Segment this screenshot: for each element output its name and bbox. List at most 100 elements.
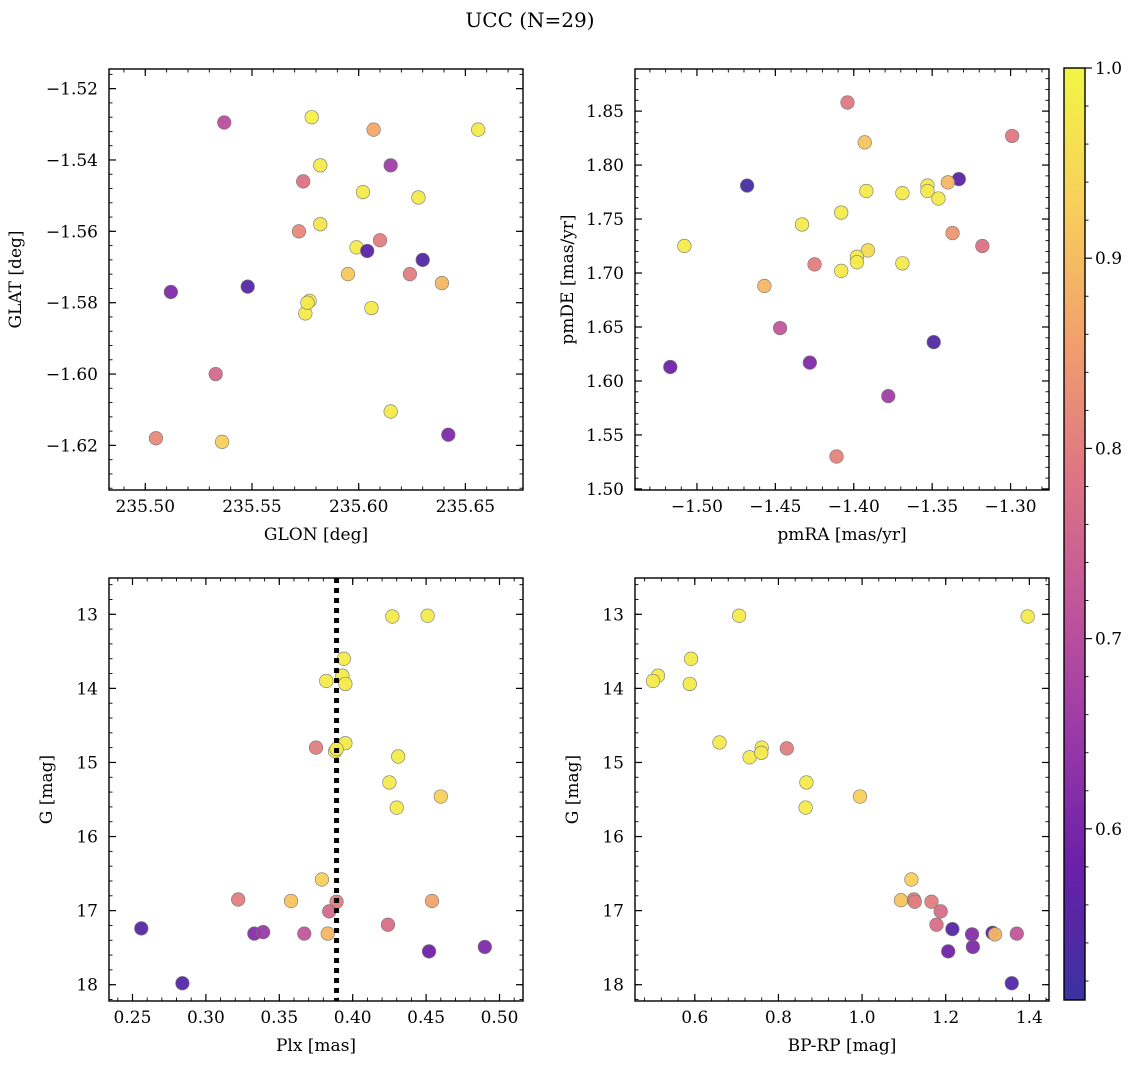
- data-point: [320, 926, 335, 941]
- data-point: [433, 789, 448, 804]
- x-axis-label: GLON [deg]: [264, 525, 368, 545]
- data-point: [834, 205, 849, 220]
- data-point: [929, 917, 944, 932]
- data-point: [322, 904, 337, 919]
- colorbar: 0.6 0.7 0.8 0.9 1.0: [1063, 59, 1122, 1001]
- y-tick-label: −1.54: [46, 151, 98, 171]
- colorbar-frame: [1063, 67, 1086, 1001]
- data-point: [411, 190, 426, 205]
- y-tick-label: −1.58: [46, 294, 98, 314]
- data-point: [926, 335, 941, 350]
- data-point: [300, 295, 315, 310]
- data-point: [895, 186, 910, 201]
- data-point: [415, 252, 430, 267]
- data-point: [477, 939, 492, 955]
- points: [134, 608, 492, 991]
- data-point: [217, 115, 232, 130]
- y-tick-label: 13: [76, 605, 98, 625]
- x-tick-label: 1.4: [1016, 1008, 1043, 1028]
- data-point: [807, 257, 822, 272]
- data-point: [712, 735, 727, 750]
- data-point: [215, 434, 230, 449]
- y-tick-label: 17: [602, 902, 624, 922]
- data-point: [964, 927, 980, 942]
- data-point: [757, 278, 772, 294]
- x-tick-label: 0.35: [260, 1008, 298, 1028]
- points: [148, 110, 486, 449]
- data-point: [313, 158, 328, 173]
- data-point: [663, 359, 678, 375]
- points: [645, 608, 1035, 991]
- x-tick-label: 0.45: [407, 1008, 445, 1028]
- data-point: [987, 927, 1003, 942]
- x-axis-label: Plx [mas]: [276, 1036, 356, 1056]
- data-point: [849, 255, 864, 270]
- data-point: [336, 651, 351, 666]
- axes-frame: [634, 68, 1050, 491]
- y-tick-label: −1.60: [46, 365, 98, 385]
- data-point: [291, 224, 307, 239]
- panel-plx-g: 0.25 0.30 0.35 0.40 0.45 0.50 13 14 15 16 17 18 Plx …: [37, 577, 524, 1056]
- y-tick-label: 1.75: [586, 210, 624, 230]
- data-point: [364, 300, 379, 316]
- data-point: [338, 676, 353, 692]
- data-point: [383, 404, 398, 419]
- data-point: [1020, 609, 1035, 624]
- colorbar-tick-label: 0.8: [1095, 439, 1122, 459]
- data-point: [941, 944, 956, 959]
- data-point: [319, 673, 334, 689]
- y-tick-label: 16: [76, 828, 98, 848]
- data-point: [754, 745, 769, 760]
- data-point: [682, 676, 697, 692]
- y-tick-label: 15: [76, 753, 98, 773]
- data-point: [933, 904, 948, 919]
- data-point: [924, 894, 939, 909]
- data-point: [389, 800, 404, 815]
- y-tick-label: 16: [602, 828, 624, 848]
- data-point: [382, 775, 397, 790]
- data-point: [360, 243, 375, 259]
- y-tick-label: 13: [602, 605, 624, 625]
- y-tick-label: −1.56: [46, 222, 98, 242]
- axes-frame: [108, 68, 524, 491]
- data-point: [740, 178, 755, 193]
- data-point: [366, 122, 381, 137]
- data-point: [798, 800, 813, 815]
- x-tick-label: 235.55: [222, 497, 281, 517]
- x-axis-label: pmRA [mas/yr]: [777, 525, 906, 545]
- data-point: [802, 355, 817, 370]
- data-point: [297, 926, 312, 941]
- data-point: [1009, 926, 1024, 941]
- data-point: [794, 217, 810, 232]
- data-point: [391, 749, 406, 764]
- data-point: [296, 174, 311, 189]
- data-point: [441, 427, 456, 442]
- y-tick-label: 1.50: [586, 480, 624, 500]
- data-point: [134, 921, 149, 936]
- data-point: [677, 238, 692, 254]
- data-point: [857, 135, 872, 150]
- x-tick-label: 1.2: [932, 1008, 959, 1028]
- data-point: [940, 175, 955, 190]
- data-point: [385, 609, 400, 624]
- y-tick-label: −1.52: [46, 80, 98, 100]
- axes-frame: [634, 577, 1050, 1002]
- data-point: [208, 366, 223, 382]
- y-tick-label: 14: [76, 679, 98, 699]
- y-tick-label: 15: [602, 753, 624, 773]
- x-tick-label: 235.60: [329, 497, 388, 517]
- data-point: [895, 256, 910, 271]
- y-axis-label: GLAT [deg]: [6, 230, 26, 328]
- data-point: [313, 217, 328, 232]
- data-point: [231, 892, 246, 907]
- points: [663, 95, 1020, 464]
- x-tick-label: 0.50: [481, 1008, 519, 1028]
- x-axis-label: BP-RP [mag]: [788, 1036, 897, 1056]
- x-tick-label: 0.25: [114, 1008, 152, 1028]
- y-tick-label: 1.65: [586, 318, 624, 338]
- x-tick-label: 0.8: [765, 1008, 792, 1028]
- data-point: [645, 673, 661, 689]
- data-point: [402, 267, 417, 282]
- data-point: [893, 893, 909, 908]
- data-point: [1005, 128, 1020, 144]
